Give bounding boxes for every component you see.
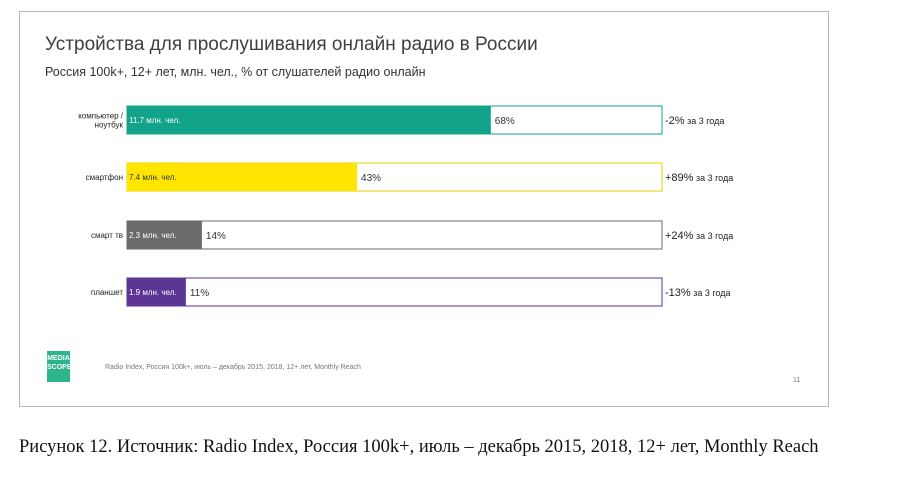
percent-label: 43% <box>361 173 381 184</box>
change-value: -13% <box>665 287 691 299</box>
chart-title: Устройства для прослушивания онлайн ради… <box>45 34 538 55</box>
change-value: -2% <box>665 115 685 127</box>
bar <box>127 278 186 306</box>
logo-line: SCOPE <box>47 364 72 371</box>
category-label: компьютер / <box>78 112 124 121</box>
chart-subtitle: Россия 100k+, 12+ лет, млн. чел., % от с… <box>45 65 426 79</box>
change-label: +24% за 3 года <box>665 230 733 242</box>
bar <box>127 163 358 191</box>
change-value: +89% <box>665 172 694 184</box>
bar <box>127 106 491 134</box>
value-label: 1.9 млн. чел. <box>129 288 177 297</box>
value-label: 11.7 млн. чел. <box>129 116 180 125</box>
percent-label: 14% <box>206 231 226 242</box>
change-value: +24% <box>665 230 694 242</box>
change-period: за 3 года <box>693 231 733 241</box>
bar <box>127 221 202 249</box>
change-label: +89% за 3 года <box>665 172 733 184</box>
bar-chart: компьютер /ноутбук 11.7 млн. чел. 68% -2% з… <box>78 105 733 307</box>
value-label: 2.3 млн. чел. <box>129 231 177 240</box>
change-period: за 3 года <box>693 173 733 183</box>
value-label: 7.4 млн. чел. <box>129 173 177 182</box>
source-note: Radio Index, Россия 100k+, июль – декабр… <box>105 364 361 371</box>
change-period: за 3 года <box>691 288 731 298</box>
change-label: -2% за 3 года <box>665 115 724 127</box>
logo-line: MEDIA <box>47 355 70 362</box>
category-label: ноутбук <box>95 121 124 130</box>
figure-caption: Рисунок 12. Источник: Radio Index, Росси… <box>19 437 819 457</box>
category-label: смартфон <box>86 173 123 182</box>
category-label: смарт тв <box>91 231 123 240</box>
category-label: планшет <box>91 288 123 297</box>
percent-label: 68% <box>495 116 515 127</box>
change-label: -13% за 3 года <box>665 287 730 299</box>
mediascope-logo: MEDIA SCOPE <box>47 351 72 382</box>
page-number: 11 <box>793 377 801 384</box>
change-period: за 3 года <box>685 116 725 126</box>
slide-panel: Устройства для прослушивания онлайн ради… <box>19 11 829 407</box>
percent-label: 11% <box>190 288 209 299</box>
